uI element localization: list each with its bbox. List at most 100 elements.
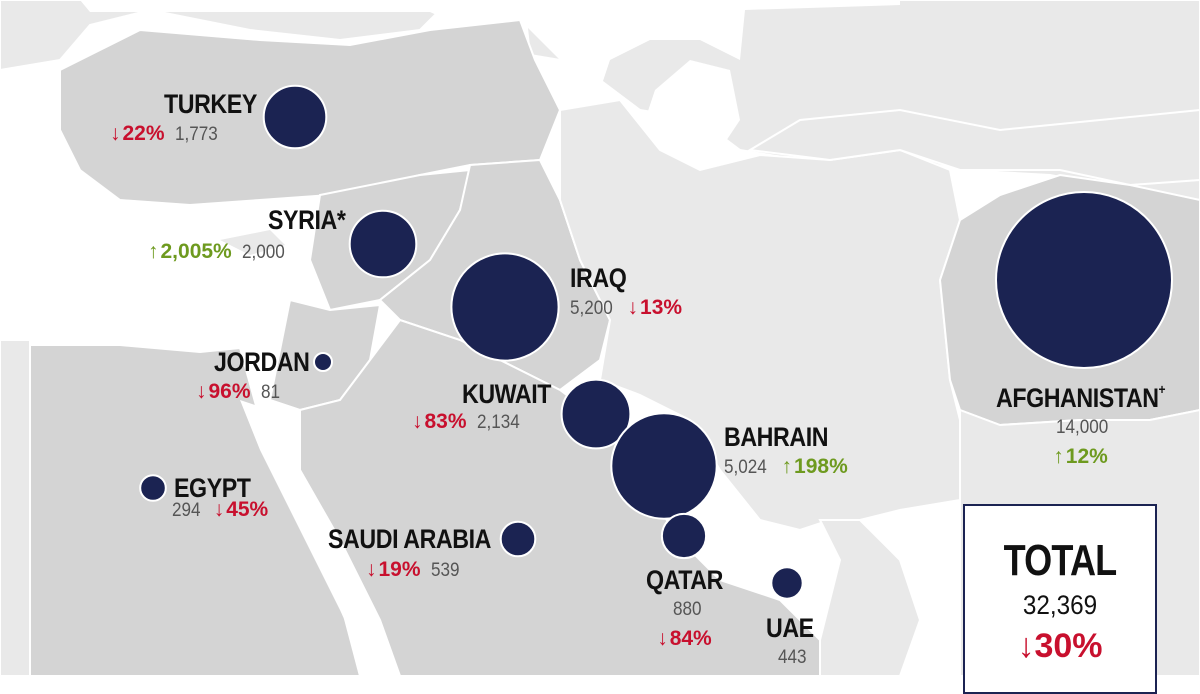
stat-row-jordan: ↓96% 81 xyxy=(196,380,282,404)
down-arrow-icon: ↓ xyxy=(110,122,121,145)
black-sea xyxy=(80,0,900,90)
label-saudi: SAUDI ARABIA xyxy=(328,524,491,555)
total-box: TOTAL 32,369 ↓30% xyxy=(963,504,1157,694)
bubble-qatar xyxy=(660,512,708,560)
change-value: 22% xyxy=(122,122,165,145)
country-name: BAHRAIN xyxy=(724,422,829,452)
bubble-egypt xyxy=(139,474,167,502)
label-iraq: IRAQ xyxy=(570,263,627,294)
change-egypt: ↓45% xyxy=(214,498,269,522)
label-syria: SYRIA* xyxy=(268,205,346,236)
stat-row-bahrain: 5,024 ↑198% xyxy=(724,455,848,479)
country-name: AFGHANISTAN xyxy=(996,383,1159,413)
change-row-afghanistan: ↑12% xyxy=(1053,445,1108,469)
count-uae: 443 xyxy=(778,647,807,668)
bubble-bahrain xyxy=(610,412,718,520)
change-value: 83% xyxy=(424,410,467,433)
bubble-saudi xyxy=(499,520,537,558)
count-jordan: 81 xyxy=(260,382,280,403)
change-value: 19% xyxy=(378,558,421,581)
bubble-syria xyxy=(348,209,418,279)
stat-row-saudi: ↓19% 539 xyxy=(366,558,462,582)
land-central-asia xyxy=(747,108,1200,187)
up-arrow-icon: ↑ xyxy=(781,455,793,478)
country-name: QATAR xyxy=(646,565,723,595)
stat-row-turkey: ↓22% 1,773 xyxy=(110,122,222,146)
change-jordan: ↓96% xyxy=(196,380,251,404)
total-change-value: 30% xyxy=(1034,627,1103,665)
total-title: TOTAL xyxy=(1003,536,1118,585)
count-row-qatar: 880 xyxy=(673,599,705,621)
country-name: SYRIA* xyxy=(268,205,346,235)
country-name: EGYPT xyxy=(174,473,251,503)
country-name: TURKEY xyxy=(164,89,257,119)
count-qatar: 880 xyxy=(672,599,702,620)
change-saudi: ↓19% xyxy=(366,558,421,582)
bubble-uae xyxy=(770,566,804,600)
count-saudi: 539 xyxy=(430,560,460,581)
caspian-sea xyxy=(645,60,740,160)
change-kuwait: ↓83% xyxy=(412,410,467,434)
change-row-qatar: ↓84% xyxy=(657,627,712,651)
land-cyprus xyxy=(220,230,285,255)
bubble-turkey xyxy=(262,84,328,150)
country-name: KUWAIT xyxy=(462,379,551,409)
change-value: 2,005% xyxy=(160,240,232,263)
total-change: ↓30% xyxy=(965,627,1155,666)
bubble-iraq xyxy=(450,252,560,362)
change-syria: ↑2,005% xyxy=(148,240,232,264)
country-name: SAUDI ARABIA xyxy=(328,524,491,554)
stat-row-egypt: 294 ↓45% xyxy=(172,498,268,522)
count-turkey: 1,773 xyxy=(174,124,218,145)
change-afghanistan: ↑12% xyxy=(1053,445,1108,469)
down-arrow-icon: ↓ xyxy=(627,296,639,319)
count-row-afghanistan: 14,000 xyxy=(1056,417,1114,439)
up-arrow-icon: ↑ xyxy=(1053,445,1064,468)
country-name-sup: + xyxy=(1158,381,1166,397)
count-afghanistan: 14,000 xyxy=(1055,417,1108,438)
bubble-kuwait xyxy=(560,378,632,450)
change-value: 198% xyxy=(794,455,848,478)
change-value: 13% xyxy=(640,296,683,319)
land-libya xyxy=(0,339,31,676)
down-arrow-icon: ↓ xyxy=(366,558,377,581)
count-iraq: 5,200 xyxy=(570,298,613,319)
count-syria: 2,000 xyxy=(241,242,285,263)
label-jordan: JORDAN xyxy=(214,347,310,378)
change-value: 84% xyxy=(669,627,712,650)
change-qatar: ↓84% xyxy=(657,627,712,651)
country-name: IRAQ xyxy=(570,263,627,293)
stat-row-kuwait: ↓83% 2,134 xyxy=(412,410,524,434)
change-value: 96% xyxy=(208,380,251,403)
count-row-uae: 443 xyxy=(778,647,810,669)
label-bahrain: BAHRAIN xyxy=(724,422,828,453)
down-arrow-icon: ↓ xyxy=(412,410,423,433)
label-egypt: EGYPT xyxy=(174,473,251,504)
bubble-afghanistan xyxy=(995,191,1173,369)
red-sea xyxy=(240,400,400,676)
count-egypt: 294 xyxy=(172,500,201,521)
label-turkey: TURKEY xyxy=(164,89,257,120)
change-bahrain: ↑198% xyxy=(782,455,848,479)
country-name: JORDAN xyxy=(214,347,310,377)
down-arrow-icon: ↓ xyxy=(1017,627,1035,665)
down-arrow-icon: ↓ xyxy=(213,498,225,521)
down-arrow-icon: ↓ xyxy=(657,627,668,650)
label-qatar: QATAR xyxy=(646,565,723,596)
change-value: 45% xyxy=(226,498,269,521)
stat-row-iraq: 5,200 ↓13% xyxy=(570,296,682,320)
up-arrow-icon: ↑ xyxy=(148,240,159,263)
bubble-layer xyxy=(139,84,1173,600)
label-uae: UAE xyxy=(766,613,814,644)
total-count: 32,369 xyxy=(1022,590,1098,620)
bubble-jordan xyxy=(313,352,333,372)
change-iraq: ↓13% xyxy=(628,296,683,320)
count-bahrain: 5,024 xyxy=(724,457,767,478)
stat-row-syria: ↑2,005% 2,000 xyxy=(148,240,289,264)
change-turkey: ↓22% xyxy=(110,122,165,146)
label-kuwait: KUWAIT xyxy=(462,379,551,410)
count-kuwait: 2,134 xyxy=(476,412,520,433)
land-oman xyxy=(818,519,922,676)
label-afghanistan: AFGHANISTAN+ xyxy=(996,381,1166,414)
country-name: UAE xyxy=(766,613,814,643)
